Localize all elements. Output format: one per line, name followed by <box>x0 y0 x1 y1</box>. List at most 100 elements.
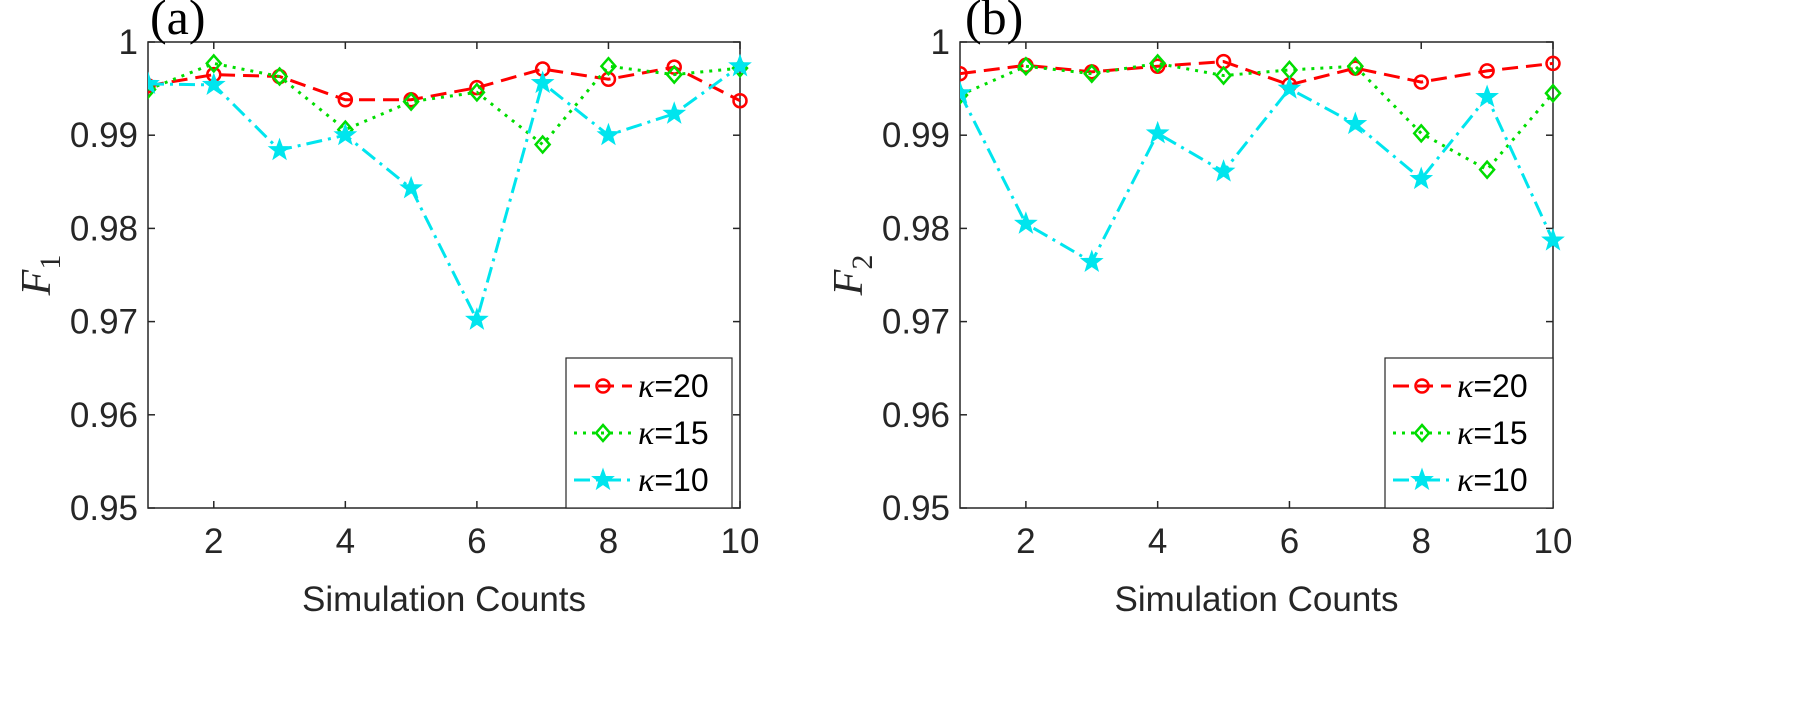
y-tick-label: 0.98 <box>70 209 138 248</box>
data-point-star <box>1145 120 1170 144</box>
x-tick-label: 10 <box>721 522 760 561</box>
data-point-circle <box>1413 74 1429 90</box>
legend-label: κ=10 <box>1457 462 1528 499</box>
data-point-star <box>1277 76 1302 99</box>
legend-item-kappa-10: κ=10 <box>574 462 709 499</box>
data-point-diamond <box>468 82 486 103</box>
x-tick-label: 6 <box>1280 522 1299 561</box>
data-point-star <box>1409 166 1434 190</box>
legend-kappa-symbol: κ <box>1457 415 1474 452</box>
data-point-diamond <box>1083 63 1101 84</box>
data-point-star <box>530 70 555 94</box>
data-point-circle <box>1545 55 1561 72</box>
y-tick-label: 0.98 <box>882 209 950 248</box>
data-point-star <box>728 53 752 77</box>
data-point-star <box>596 122 621 146</box>
data-point-diamond <box>402 91 420 112</box>
data-point-diamond <box>1149 53 1167 74</box>
y-tick-label: 0.99 <box>882 116 950 155</box>
x-tick-label: 8 <box>1411 522 1430 561</box>
data-point-circle <box>148 78 156 94</box>
y-tick-label: 0.95 <box>70 489 138 528</box>
data-point-circle <box>337 92 354 108</box>
data-point-star <box>960 80 972 104</box>
legend: κ=20κ=15κ=10 <box>1384 357 1554 509</box>
legend-label: κ=20 <box>1457 368 1528 405</box>
y-axis-title-subscript: 1 <box>34 255 67 270</box>
series-line <box>960 60 1554 87</box>
legend-item-kappa-15: κ=15 <box>1393 415 1528 452</box>
legend-item-kappa-20: κ=20 <box>1393 368 1528 405</box>
data-point-diamond <box>1478 159 1496 180</box>
legend-item-kappa-20: κ=20 <box>574 368 709 405</box>
legend-marker-circle <box>1414 378 1430 394</box>
data-point-star <box>1014 211 1038 234</box>
legend-value: =15 <box>1473 415 1527 451</box>
y-tick-label: 1 <box>119 23 138 62</box>
data-point-star <box>1211 159 1236 182</box>
data-point-star <box>465 307 489 330</box>
y-tick-label: 0.97 <box>70 303 138 342</box>
x-axis-title: Simulation Counts <box>1114 580 1398 619</box>
legend-kappa-symbol: κ <box>638 368 655 405</box>
y-axis-title-subscript: 2 <box>846 255 879 270</box>
legend-value: =20 <box>654 368 708 404</box>
data-point-star <box>399 175 423 199</box>
legend-value: =10 <box>1473 462 1527 498</box>
y-tick-label: 0.96 <box>882 396 950 435</box>
data-point-circle <box>732 92 748 109</box>
legend-item-kappa-10: κ=10 <box>1393 462 1528 499</box>
legend-kappa-symbol: κ <box>1457 462 1474 499</box>
data-point-star <box>148 71 160 95</box>
legend-value: =10 <box>654 462 708 498</box>
data-point-diamond <box>1412 123 1430 144</box>
legend-marker-circle <box>595 378 611 394</box>
data-point-diamond <box>270 66 289 87</box>
data-point-diamond <box>1017 56 1035 77</box>
legend-value: =15 <box>654 415 708 451</box>
y-tick-label: 0.96 <box>70 396 138 435</box>
data-point-diamond <box>1544 83 1562 104</box>
series-kappa-10 <box>148 53 752 330</box>
x-tick-label: 4 <box>1148 522 1167 561</box>
panel-label: (b) <box>965 0 1023 45</box>
legend-label: κ=10 <box>638 462 709 499</box>
x-tick-label: 8 <box>599 522 618 561</box>
chart-panel-2: 0.95 0.96 0.97 0.98 0.99 1 2 4 6 8 10 Simulation Co… <box>826 0 1572 619</box>
legend-label: κ=20 <box>638 368 709 405</box>
data-point-star <box>333 122 358 146</box>
legend-kappa-symbol: κ <box>1457 368 1474 405</box>
legend-value: =20 <box>1473 368 1527 404</box>
data-point-star <box>267 137 292 161</box>
data-point-diamond <box>1214 65 1233 86</box>
x-tick-label: 2 <box>1016 522 1035 561</box>
legend-label: κ=15 <box>1457 415 1528 452</box>
x-tick-label: 10 <box>1534 522 1573 561</box>
panel-label: (a) <box>150 0 206 45</box>
y-axis-title-main: F <box>826 269 872 296</box>
x-axis-title: Simulation Counts <box>302 580 586 619</box>
legend-kappa-symbol: κ <box>638 415 655 452</box>
legend-marker-star <box>591 467 615 491</box>
y-tick-label: 0.97 <box>882 303 950 342</box>
x-tick-label: 4 <box>336 522 355 561</box>
series-kappa-10 <box>960 76 1565 273</box>
x-tick-label: 2 <box>204 522 223 561</box>
data-point-diamond <box>665 64 683 85</box>
data-point-star <box>201 72 226 95</box>
y-axis-title-main: F <box>14 269 60 296</box>
legend-label: κ=15 <box>638 415 709 452</box>
legend-marker-star <box>1410 467 1434 491</box>
data-point-diamond <box>599 56 618 77</box>
data-point-diamond <box>205 53 223 74</box>
data-point-star <box>1475 84 1499 108</box>
x-tick-label: 6 <box>467 522 486 561</box>
y-tick-label: 0.99 <box>70 116 138 155</box>
series-line <box>148 65 741 324</box>
data-point-diamond <box>534 134 552 155</box>
legend: κ=20κ=15κ=10 <box>565 357 733 509</box>
data-point-circle <box>1479 63 1495 79</box>
y-tick-label: 1 <box>931 23 950 62</box>
y-axis-title: F2 <box>826 255 879 297</box>
